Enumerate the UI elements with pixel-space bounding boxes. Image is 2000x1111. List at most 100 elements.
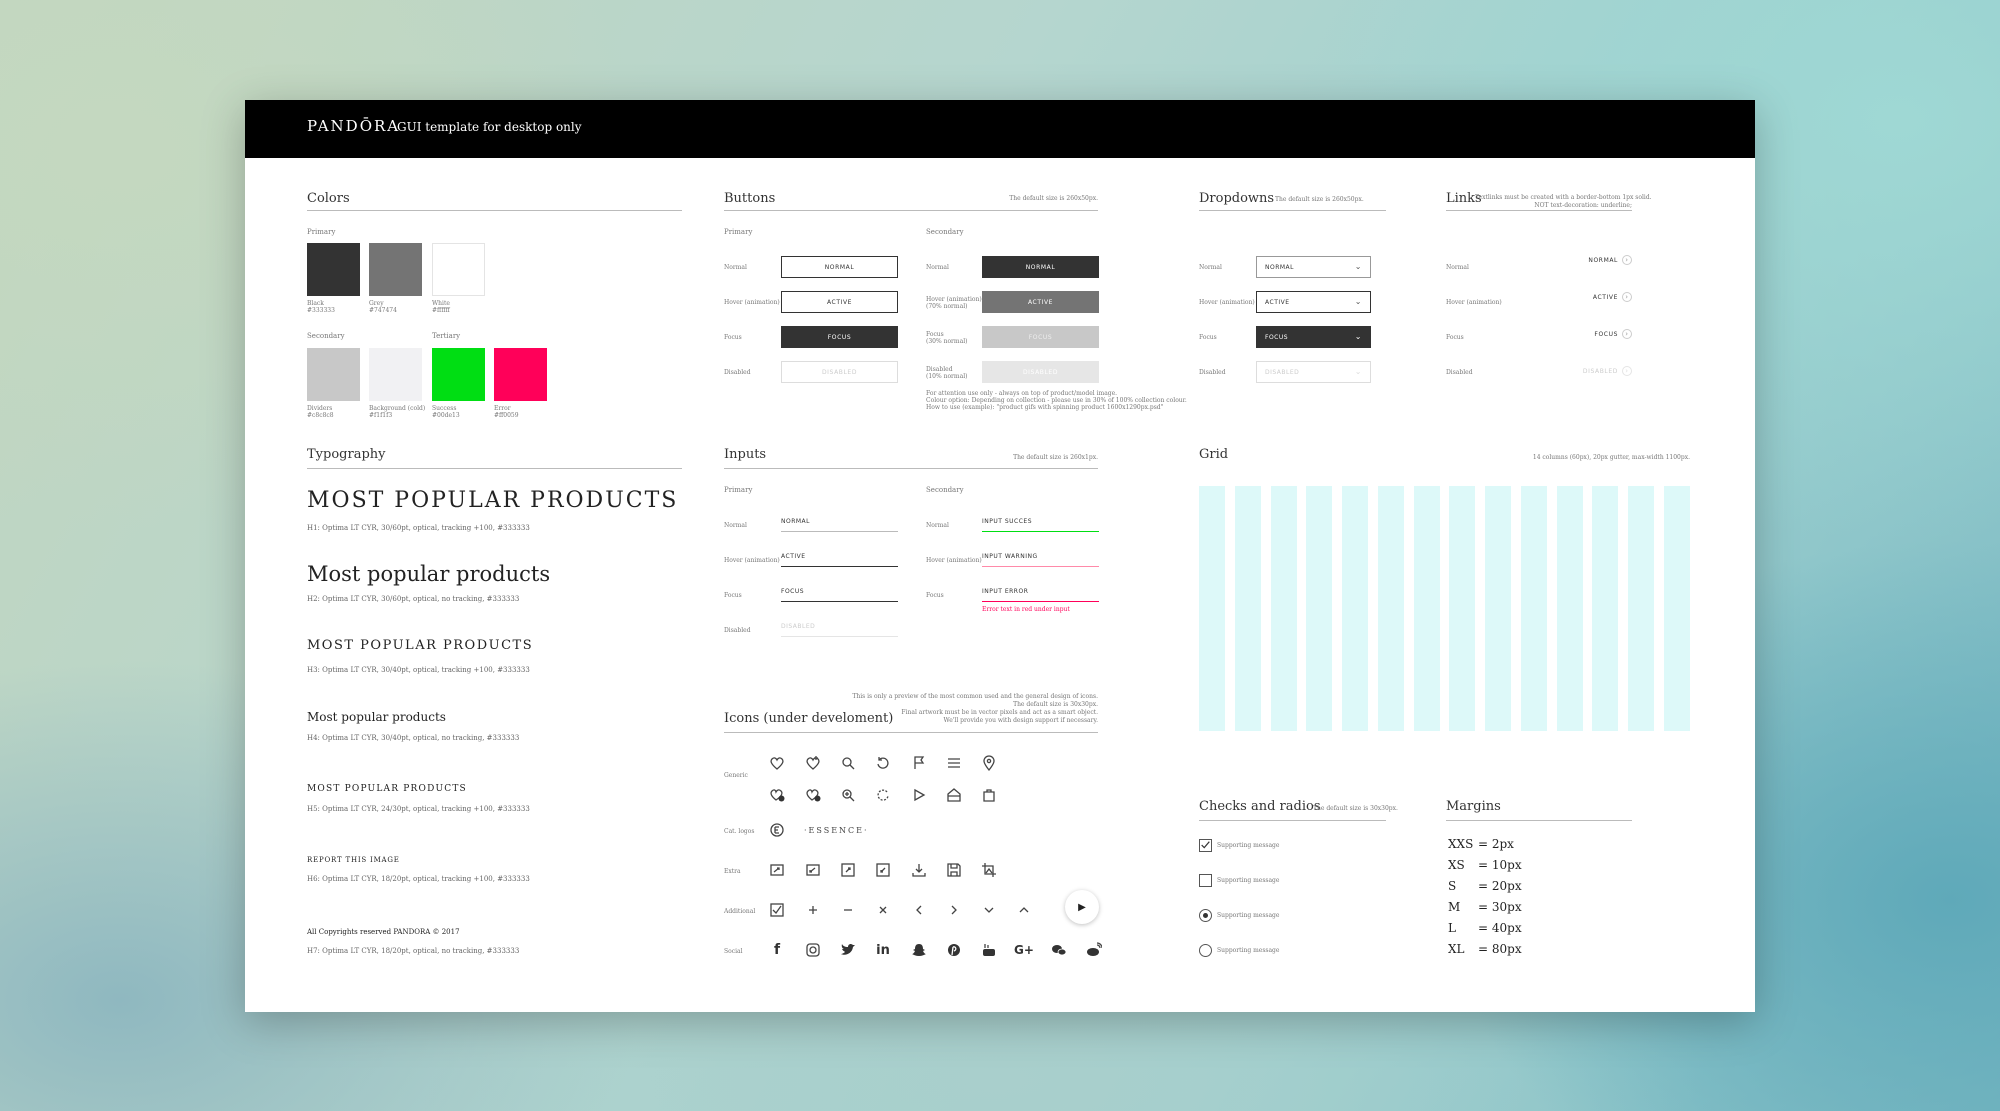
chevron-down-icon[interactable] [980, 901, 998, 919]
icons-row-logos: Cat. logos [724, 828, 755, 835]
dropdown-normal[interactable]: NORMAL ⌄ [1256, 256, 1371, 278]
google-plus-icon[interactable]: G+ [1014, 943, 1034, 957]
dropdown-disabled[interactable]: DISABLED ⌄ [1256, 361, 1371, 383]
checkbox-icon[interactable] [768, 901, 786, 919]
swatch-grey [369, 243, 422, 296]
checkbox-checked[interactable] [1199, 839, 1212, 852]
facebook-icon[interactable]: f [773, 942, 781, 958]
grid-column [1592, 486, 1619, 731]
typography-h6-sample: REPORT THIS IMAGE [307, 856, 400, 864]
close-icon[interactable] [874, 901, 892, 919]
link-normal[interactable]: NORMAL › [1545, 255, 1632, 265]
flag-icon[interactable] [910, 754, 928, 772]
typography-h2-sample: Most popular products [307, 562, 551, 586]
download-icon[interactable] [910, 861, 928, 879]
icons-title: Icons (under develoment) [724, 711, 894, 726]
heart-count-icon[interactable] [768, 786, 786, 804]
swatch-white-caption: White #ffffff [432, 300, 450, 314]
instagram-icon[interactable] [804, 941, 822, 959]
primary-normal-input[interactable]: NORMAL [781, 518, 898, 532]
links-row-focus: Focus [1446, 334, 1464, 341]
fullscreen-icon[interactable] [839, 861, 857, 879]
buttons-row-hover: Hover (animation) [724, 299, 780, 306]
dropdowns-row-focus: Focus [1199, 334, 1217, 341]
heart-remove-icon[interactable] [804, 786, 822, 804]
dropdown-focus[interactable]: FOCUS ⌄ [1256, 326, 1371, 348]
weibo-icon[interactable] [1085, 941, 1103, 959]
location-pin-icon[interactable] [980, 754, 998, 772]
swatch-success [432, 348, 485, 401]
inputs-secondary-label: Secondary [926, 486, 964, 494]
play-icon[interactable] [910, 786, 928, 804]
radio-selected[interactable] [1199, 909, 1212, 922]
save-icon[interactable] [945, 861, 963, 879]
typography-h1-sample: MOST POPULAR PRODUCTS [307, 488, 679, 513]
primary-normal-button[interactable]: NORMAL [781, 256, 898, 278]
secondary-warning-input[interactable]: INPUT WARNING [982, 553, 1099, 567]
primary-disabled-button[interactable]: DISABLED [781, 361, 898, 383]
checkbox-unchecked[interactable] [1199, 874, 1212, 887]
primary-disabled-input[interactable]: DISABLED [781, 623, 898, 637]
radio-unselected[interactable] [1199, 944, 1212, 957]
link-disabled[interactable]: DISABLED › [1545, 366, 1632, 376]
collapse-icon[interactable] [804, 861, 822, 879]
store-icon[interactable] [945, 786, 963, 804]
zoom-in-icon[interactable] [839, 786, 857, 804]
chevron-right-icon[interactable] [945, 901, 963, 919]
page-subtitle: GUI template for desktop only [397, 120, 582, 134]
secondary-normal-button[interactable]: NORMAL [982, 256, 1099, 278]
image-crop-icon[interactable] [980, 861, 998, 879]
twitter-icon[interactable] [839, 941, 857, 959]
linkedin-icon[interactable]: in [876, 942, 890, 958]
minus-icon[interactable] [839, 901, 857, 919]
buttons-sec-row-disabled: Disabled (10% normal) [926, 366, 968, 380]
play-video-button[interactable]: ▶ [1065, 890, 1099, 924]
swatch-background [369, 348, 422, 401]
undo-icon[interactable] [874, 754, 892, 772]
youtube-icon[interactable] [980, 941, 998, 959]
inputs-primary-label: Primary [724, 486, 753, 494]
dropdown-active[interactable]: ACTIVE ⌄ [1256, 291, 1371, 313]
essence-wordmark: ·ESSENCE· [804, 826, 869, 835]
secondary-active-button[interactable]: ACTIVE [982, 291, 1099, 313]
essence-logo-icon [768, 821, 786, 839]
chevron-left-icon[interactable] [910, 901, 928, 919]
primary-focus-button[interactable]: FOCUS [781, 326, 898, 348]
swatch-black [307, 243, 360, 296]
primary-active-button[interactable]: ACTIVE [781, 291, 898, 313]
link-focus[interactable]: FOCUS › [1545, 329, 1632, 339]
wechat-icon[interactable] [1050, 941, 1068, 959]
shopping-bag-icon[interactable] [980, 786, 998, 804]
link-active[interactable]: ACTIVE › [1545, 292, 1632, 302]
radio-unselected-label: Supporting message [1217, 947, 1280, 954]
typography-h2-spec: H2: Optima LT CYR, 30/60pt, optical, no … [307, 595, 520, 603]
inputs-row-normal: Normal [724, 522, 747, 529]
search-icon[interactable] [839, 754, 857, 772]
secondary-error-input[interactable]: INPUT ERROR [982, 588, 1099, 602]
snapchat-icon[interactable] [910, 941, 928, 959]
chevron-up-icon[interactable] [1015, 901, 1033, 919]
grid-column [1306, 486, 1333, 731]
heart-icon[interactable] [768, 754, 786, 772]
plus-icon[interactable] [804, 901, 822, 919]
refresh-icon[interactable] [874, 786, 892, 804]
expand-icon[interactable] [768, 861, 786, 879]
primary-focus-input[interactable]: FOCUS [781, 588, 898, 602]
menu-icon[interactable] [945, 754, 963, 772]
primary-active-input[interactable]: ACTIVE [781, 553, 898, 567]
secondary-disabled-button[interactable]: DISABLED [982, 361, 1099, 383]
inputs-sec-row-normal: Normal [926, 522, 949, 529]
typography-h1-spec: H1: Optima LT CYR, 30/60pt, optical, tra… [307, 524, 530, 532]
secondary-focus-button[interactable]: FOCUS [982, 326, 1099, 348]
secondary-success-input[interactable]: INPUT SUCCES [982, 518, 1099, 532]
exit-fullscreen-icon[interactable] [874, 861, 892, 879]
typography-h5-sample: MOST POPULAR PRODUCTS [307, 784, 467, 794]
play-triangle-icon: ▶ [1078, 901, 1086, 913]
links-note: Textlinks must be created with a border-… [1475, 194, 1652, 209]
inputs-sec-row-focus: Focus [926, 592, 944, 599]
grid-column [1234, 486, 1261, 731]
heart-add-icon[interactable] [804, 754, 822, 772]
pinterest-icon[interactable] [945, 941, 963, 959]
buttons-sec-row-focus: Focus (30% normal) [926, 331, 968, 345]
margin-s: S = 20px [1448, 879, 1522, 893]
